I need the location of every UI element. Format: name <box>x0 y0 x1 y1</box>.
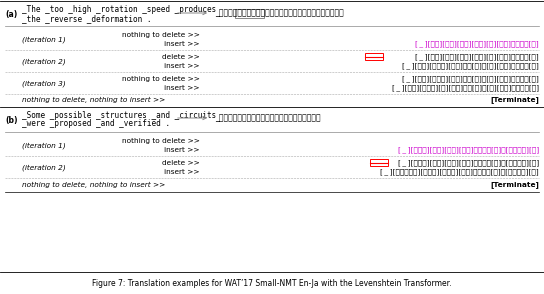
Text: (iteration 2): (iteration 2) <box>22 164 66 171</box>
Text: [Terminate]: [Terminate] <box>490 181 539 188</box>
Text: [ _ ][いくつかの][可能な][構造と][回路]を提案し[，]　[検証した][，]: [ _ ][いくつかの][可能な][構造と][回路]を提案し[，] [検証した]… <box>380 169 539 176</box>
Text: Figure 7: Translation examples for WAT’17 Small-NMT En-Ja with the Levenshtein T: Figure 7: Translation examples for WAT’1… <box>92 278 452 288</box>
Text: _were _proposed _and _verified .: _were _proposed _and _verified . <box>22 119 170 128</box>
Text: nothing to delete >>: nothing to delete >> <box>122 138 200 144</box>
Text: [ _ ][回転][速度が][すぎ]ると[，]　[逆][変形]が生じる[，]: [ _ ][回転][速度が][すぎ]ると[，] [逆][変形]が生じる[，] <box>402 63 539 69</box>
Text: (b): (b) <box>5 116 17 124</box>
Text: insert >>: insert >> <box>164 63 200 69</box>
Text: insert >>: insert >> <box>164 147 200 153</box>
Text: [ _ ][可能な][構造][回路][回路]を提案し[，]　[検証した][，]: [ _ ][可能な][構造][回路][回路]を提案し[，] [検証した][，] <box>398 160 539 166</box>
Text: insert >>: insert >> <box>164 85 200 91</box>
Text: [Terminate]: [Terminate] <box>490 96 539 103</box>
Text: insert >>: insert >> <box>164 169 200 175</box>
Text: (iteration 1): (iteration 1) <box>22 142 66 149</box>
Text: _Some _possible _structures _and _circuits: _Some _possible _structures _and _circui… <box>22 111 217 119</box>
Text: [ _ ][回転][回転][すぎ][ると][逆][変形]が生じる[，]: [ _ ][回転][回転][すぎ][ると][逆][変形]が生じる[，] <box>415 41 539 47</box>
Text: delete >>: delete >> <box>162 160 200 166</box>
Text: (a): (a) <box>5 11 17 19</box>
Text: _the _reverse _deformation .: _the _reverse _deformation . <box>22 14 151 24</box>
Text: nothing to delete, nothing to insert >>: nothing to delete, nothing to insert >> <box>22 97 165 103</box>
Text: [ _ ][可能な][構造][回路][回路]を提案し[，]　[検証した][，]: [ _ ][可能な][構造][回路][回路]を提案し[，] [検証した][，] <box>398 147 539 153</box>
Text: nothing to delete >>: nothing to delete >> <box>122 32 200 38</box>
Text: nothing to delete, nothing to insert >>: nothing to delete, nothing to insert >> <box>22 182 165 188</box>
Text: (iteration 3): (iteration 3) <box>22 80 66 87</box>
Text: [ _ ][回転][回転][すぎ][ると][逆][変形]が生じる[，]: [ _ ][回転][回転][すぎ][ると][逆][変形]が生じる[，] <box>415 54 539 60</box>
Text: (iteration 1): (iteration 1) <box>22 36 66 43</box>
Text: (iteration 2): (iteration 2) <box>22 58 66 65</box>
Text: _しかし，回転速度が大きすぎると，逆向きの変形が生じる。: _しかし，回転速度が大きすぎると，逆向きの変形が生じる。 <box>215 9 344 18</box>
Text: _The _too _high _rotation _speed _produces: _The _too _high _rotation _speed _produc… <box>22 6 217 14</box>
Text: [ _ ][回転][速度が][高][すぎ]ると[，]　[逆][変形]が生じる[，]: [ _ ][回転][速度が][高][すぎ]ると[，] [逆][変形]が生じる[，… <box>392 85 539 91</box>
Text: nothing to delete >>: nothing to delete >> <box>122 76 200 82</box>
Text: [ _ ][回転][速度が][すぎ]ると[，]　[逆][変形]が生じる[，]: [ _ ][回転][速度が][すぎ]ると[，] [逆][変形]が生じる[，] <box>402 76 539 82</box>
Text: insert >>: insert >> <box>164 41 200 47</box>
Text: _いくつかの可能な構造と回路を提案し検証した。: _いくつかの可能な構造と回路を提案し検証した。 <box>215 113 320 123</box>
Text: delete >>: delete >> <box>162 54 200 60</box>
